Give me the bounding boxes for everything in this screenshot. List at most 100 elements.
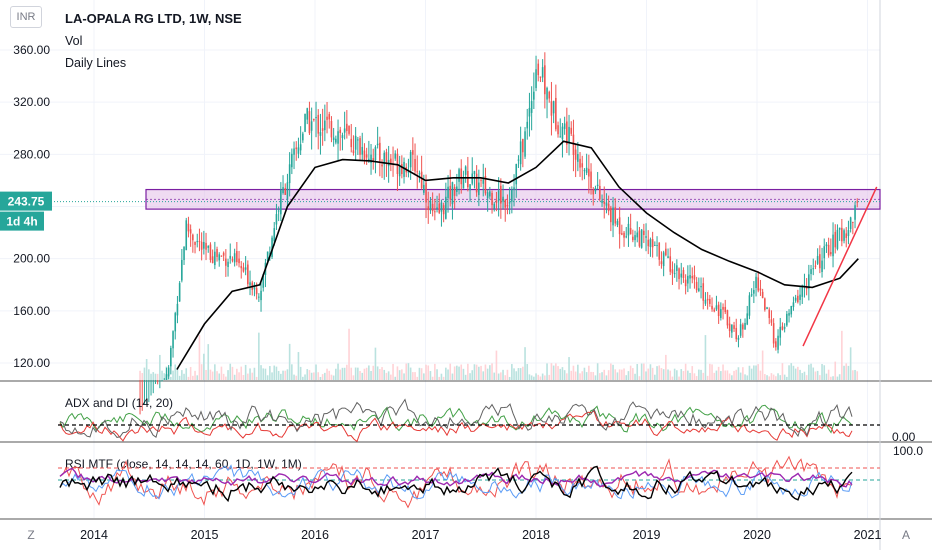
volume-bar — [797, 366, 799, 380]
volume-bar — [469, 373, 471, 380]
candle-body — [436, 207, 438, 209]
candle-body — [486, 192, 489, 199]
volume-bar — [790, 363, 793, 380]
volume-bar — [805, 375, 808, 380]
daily-lines-legend[interactable]: Daily Lines — [65, 56, 127, 70]
candle-body — [343, 128, 346, 133]
volume-bar — [156, 373, 159, 380]
volume-bar — [343, 367, 346, 380]
volume-bar — [742, 367, 744, 380]
volume-bar — [178, 375, 181, 380]
volume-bar — [187, 376, 190, 380]
volume-bar — [788, 365, 790, 380]
volume-bar — [766, 375, 768, 380]
trendline[interactable] — [802, 186, 878, 347]
candle-body — [709, 298, 711, 304]
volume-bar — [332, 375, 335, 380]
volume-bar — [715, 370, 718, 380]
candle-body — [761, 291, 764, 299]
volume-bar — [273, 365, 276, 380]
volume-bar — [475, 364, 478, 380]
candle-body — [526, 121, 529, 129]
volume-bar — [640, 363, 643, 380]
volume-bar — [753, 365, 755, 380]
volume-bar — [728, 373, 731, 380]
volume-bar — [599, 373, 601, 380]
candle-body — [673, 273, 676, 275]
candle-body — [242, 267, 245, 272]
candle-body — [427, 206, 430, 210]
volume-bar — [856, 371, 859, 380]
currency-button[interactable]: INR — [10, 6, 42, 28]
volume-bar — [409, 367, 412, 380]
candle-body — [359, 138, 361, 155]
volume-bar — [420, 368, 423, 380]
candle-body — [310, 121, 313, 131]
volume-bar — [401, 369, 403, 380]
volume-legend[interactable]: Vol — [65, 34, 83, 48]
volume-bar — [493, 372, 496, 380]
candle-body — [493, 203, 496, 209]
volume-bar — [526, 364, 529, 380]
candle-body — [233, 253, 236, 263]
volume-bar — [781, 363, 784, 380]
candle-body — [621, 233, 623, 235]
volume-bar — [799, 369, 801, 380]
candle-body — [352, 150, 355, 154]
candle-body — [737, 337, 740, 340]
current-price-label: 243.75 — [8, 195, 45, 209]
candle-body — [658, 242, 661, 260]
candle-body — [286, 182, 289, 200]
candle-body — [581, 163, 584, 168]
volume-bar — [363, 368, 366, 380]
volume-bar — [605, 375, 608, 380]
candle-body — [453, 187, 456, 196]
volume-bar — [258, 332, 260, 380]
volume-bar — [337, 363, 339, 380]
auto-scale-right-button[interactable]: A — [901, 528, 910, 542]
volume-bar — [249, 368, 251, 380]
candle-body — [764, 298, 766, 310]
volume-bar — [161, 370, 163, 380]
candle-body — [192, 234, 194, 241]
volume-bar — [614, 369, 617, 380]
volume-bar — [654, 374, 656, 380]
volume-bar — [293, 374, 295, 380]
candle-body — [825, 244, 828, 247]
candle-body — [238, 258, 240, 264]
candle-body — [302, 133, 304, 141]
candle-body — [695, 281, 698, 291]
candle-body — [420, 171, 423, 189]
candle-body — [550, 101, 553, 116]
volume-bar — [181, 370, 183, 380]
candle-body — [588, 168, 590, 177]
axes: 360.00 320.00 280.00 200.00 160.00 120.00 243.… — [0, 43, 881, 542]
candle-body — [810, 269, 812, 275]
candle-body — [176, 303, 179, 316]
volume-bar — [537, 374, 540, 380]
candle-body — [852, 221, 854, 223]
volume-bar — [425, 364, 427, 380]
candle-body — [656, 245, 658, 247]
candle-body — [603, 202, 606, 204]
candle-body — [445, 196, 447, 219]
candle-body — [671, 269, 674, 274]
candle-body — [425, 182, 427, 203]
candle-body — [612, 207, 614, 226]
candle-body — [836, 229, 839, 249]
auto-scale-left-button[interactable]: Z — [27, 528, 35, 542]
volume-bar — [264, 368, 267, 380]
candle-body — [231, 259, 234, 261]
candle-body — [478, 182, 480, 196]
candle-body — [376, 143, 379, 146]
volume-bar — [427, 365, 430, 380]
resistance-zone[interactable] — [0, 188, 881, 210]
candle-body — [827, 244, 830, 256]
volume-bar — [819, 375, 821, 380]
candle-body — [326, 116, 328, 120]
volume-bar — [260, 365, 262, 380]
volume-bar — [150, 373, 152, 380]
volume-bar — [176, 367, 179, 380]
volume-bar — [200, 364, 203, 380]
